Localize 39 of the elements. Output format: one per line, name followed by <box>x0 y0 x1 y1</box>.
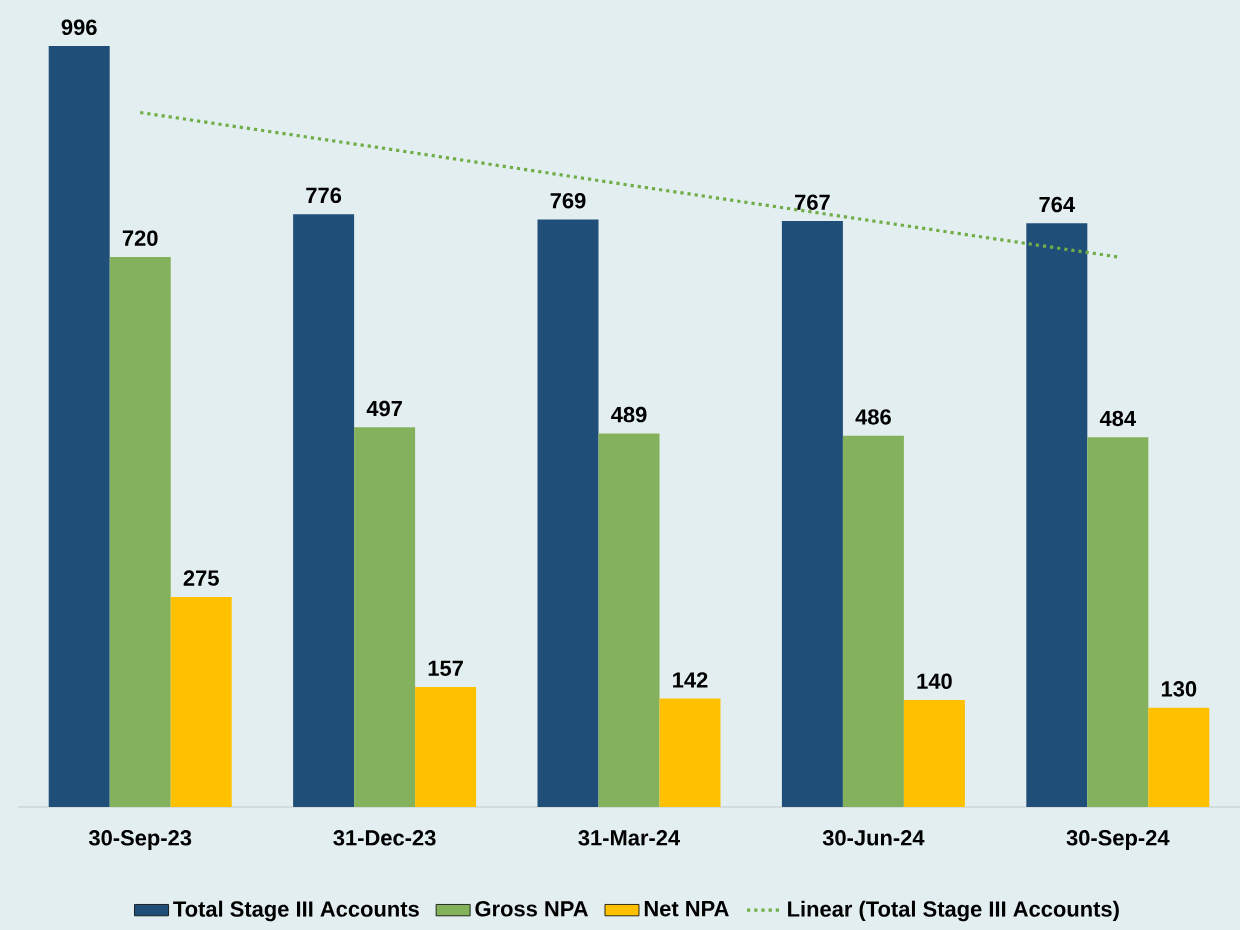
legend-label: Total Stage III Accounts <box>173 900 419 922</box>
data-label: 486 <box>855 409 891 425</box>
data-label: 489 <box>611 406 647 423</box>
data-label: 140 <box>917 673 952 689</box>
legend-label: Net NPA <box>644 901 729 917</box>
data-label: 764 <box>1039 196 1075 213</box>
data-label: 776 <box>306 187 342 204</box>
data-label: 157 <box>428 660 463 677</box>
legend-label: Gross NPA <box>475 901 589 917</box>
bar <box>1087 437 1149 807</box>
bar <box>293 214 355 807</box>
bar <box>415 687 477 807</box>
data-label: 769 <box>550 192 586 209</box>
data-label: 497 <box>366 400 402 417</box>
x-tick-label: 31-Mar-24 <box>578 830 681 846</box>
data-label: 130 <box>1161 681 1197 697</box>
bar <box>109 256 171 807</box>
x-tick-label: 30-Jun-24 <box>822 830 925 846</box>
legend-label: Linear (Total Stage III Accounts) <box>788 900 1119 922</box>
x-tick-label: 30-Sep-24 <box>1066 830 1170 850</box>
data-label: 142 <box>673 672 708 688</box>
bar <box>1148 707 1210 807</box>
bar <box>354 427 416 807</box>
bar <box>170 596 232 807</box>
data-label: 720 <box>122 230 158 246</box>
data-label: 996 <box>61 19 97 36</box>
bar <box>1026 223 1088 807</box>
bar <box>598 433 660 807</box>
data-label: 767 <box>795 194 830 210</box>
bar <box>842 435 904 807</box>
x-tick-label: 31-Dec-23 <box>333 830 436 846</box>
data-label: 275 <box>183 570 219 586</box>
bar <box>781 221 843 807</box>
data-label: 484 <box>1099 410 1136 427</box>
bar <box>537 219 599 807</box>
bar <box>48 46 110 807</box>
bar <box>903 700 965 807</box>
bar <box>659 698 721 807</box>
x-tick-label: 30-Sep-23 <box>88 830 192 850</box>
